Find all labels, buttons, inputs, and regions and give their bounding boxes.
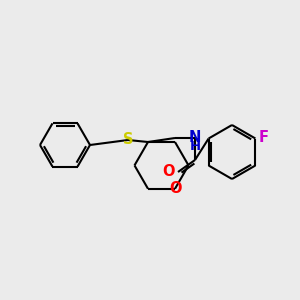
Text: H: H	[189, 140, 201, 154]
Text: S: S	[123, 133, 133, 148]
Text: O: O	[169, 181, 181, 196]
Text: N: N	[189, 130, 201, 146]
Text: O: O	[163, 164, 175, 178]
Text: F: F	[258, 130, 268, 145]
